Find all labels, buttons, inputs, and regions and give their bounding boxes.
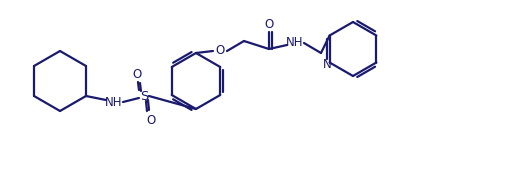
Text: N: N xyxy=(323,58,332,71)
Text: O: O xyxy=(264,17,274,30)
Text: S: S xyxy=(140,89,148,102)
Text: O: O xyxy=(132,68,142,81)
Text: NH: NH xyxy=(105,95,123,109)
Text: O: O xyxy=(215,44,224,57)
Text: NH: NH xyxy=(286,36,304,49)
Text: O: O xyxy=(146,114,156,127)
